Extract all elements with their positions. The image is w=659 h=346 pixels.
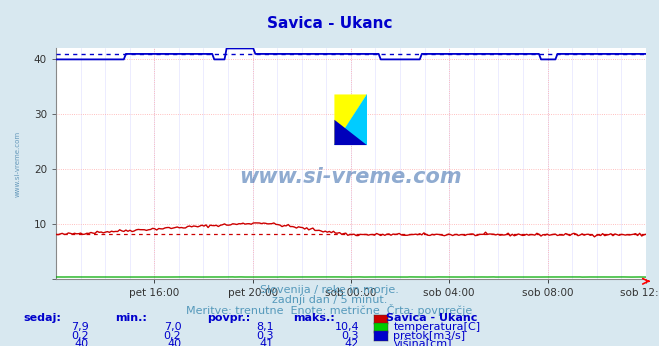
Text: 0,2: 0,2 [163, 331, 181, 341]
Text: maks.:: maks.: [293, 313, 335, 323]
Text: višina[cm]: višina[cm] [393, 339, 452, 346]
Text: Slovenija / reke in morje.: Slovenija / reke in morje. [260, 285, 399, 295]
Text: zadnji dan / 5 minut.: zadnji dan / 5 minut. [272, 295, 387, 305]
Text: povpr.:: povpr.: [208, 313, 251, 323]
Text: 7,9: 7,9 [71, 322, 89, 333]
Text: Savica - Ukanc: Savica - Ukanc [267, 16, 392, 30]
Text: 10,4: 10,4 [335, 322, 359, 333]
Text: 42: 42 [345, 339, 359, 346]
Text: 0,2: 0,2 [71, 331, 89, 341]
Text: Meritve: trenutne  Enote: metrične  Črta: povprečje: Meritve: trenutne Enote: metrične Črta: … [186, 304, 473, 316]
Text: 8,1: 8,1 [256, 322, 273, 333]
Polygon shape [334, 120, 367, 145]
Text: temperatura[C]: temperatura[C] [393, 322, 480, 333]
Text: 0,3: 0,3 [256, 331, 273, 341]
Text: 41: 41 [260, 339, 273, 346]
Text: www.si-vreme.com: www.si-vreme.com [14, 130, 20, 197]
Text: pretok[m3/s]: pretok[m3/s] [393, 331, 465, 341]
Polygon shape [334, 94, 367, 145]
Text: sedaj:: sedaj: [23, 313, 61, 323]
Text: 0,3: 0,3 [341, 331, 359, 341]
Polygon shape [334, 94, 367, 145]
Text: min.:: min.: [115, 313, 147, 323]
Text: Savica - Ukanc: Savica - Ukanc [386, 313, 477, 323]
Text: www.si-vreme.com: www.si-vreme.com [240, 167, 462, 187]
Text: 40: 40 [75, 339, 89, 346]
Text: 7,0: 7,0 [163, 322, 181, 333]
Text: 40: 40 [167, 339, 181, 346]
